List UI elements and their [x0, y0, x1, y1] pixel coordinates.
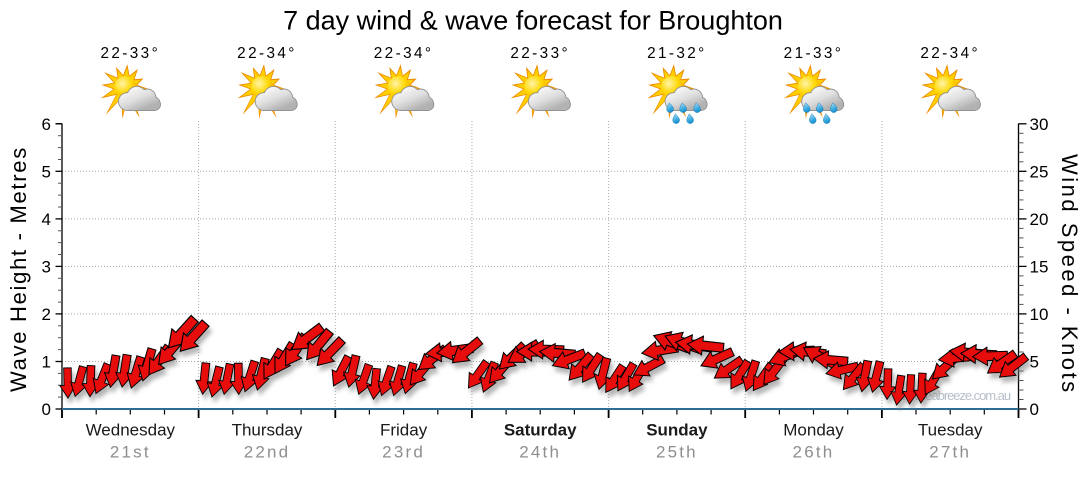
svg-text:Thursday: Thursday: [232, 421, 303, 440]
svg-text:1: 1: [42, 353, 51, 372]
svg-text:3: 3: [42, 257, 51, 276]
svg-text:Wednesday: Wednesday: [86, 421, 176, 440]
svg-text:7 day wind & wave forecast for: 7 day wind & wave forecast for Broughton: [283, 6, 783, 36]
svg-text:Wind Speed - Knots: Wind Speed - Knots: [1057, 154, 1080, 395]
svg-text:22nd: 22nd: [244, 443, 291, 462]
svg-text:24th: 24th: [519, 443, 561, 462]
svg-text:22-34°: 22-34°: [237, 45, 297, 62]
svg-text:25th: 25th: [656, 443, 698, 462]
svg-text:22-33°: 22-33°: [100, 45, 160, 62]
svg-text:6: 6: [42, 115, 51, 134]
svg-text:26th: 26th: [793, 443, 835, 462]
svg-text:Monday: Monday: [783, 421, 844, 440]
svg-text:21-33°: 21-33°: [784, 45, 844, 62]
svg-text:21st: 21st: [110, 443, 151, 462]
svg-text:30: 30: [1030, 115, 1049, 134]
svg-text:15: 15: [1030, 257, 1049, 276]
svg-text:20: 20: [1030, 210, 1049, 229]
svg-text:Tuesday: Tuesday: [918, 421, 983, 440]
svg-text:25: 25: [1030, 162, 1049, 181]
svg-text:22-34°: 22-34°: [374, 45, 434, 62]
svg-text:Wave Height - Metres: Wave Height - Metres: [6, 146, 31, 392]
svg-text:22-34°: 22-34°: [920, 45, 980, 62]
svg-text:23rd: 23rd: [382, 443, 425, 462]
svg-text:5: 5: [42, 162, 51, 181]
svg-text:21-32°: 21-32°: [647, 45, 707, 62]
svg-text:27th: 27th: [929, 443, 971, 462]
svg-text:10: 10: [1030, 305, 1049, 324]
svg-text:0: 0: [1030, 400, 1039, 419]
svg-text:2: 2: [42, 305, 51, 324]
svg-text:22-33°: 22-33°: [510, 45, 570, 62]
svg-text:0: 0: [42, 400, 51, 419]
svg-text:Friday: Friday: [380, 421, 428, 440]
svg-text:Sunday: Sunday: [646, 421, 708, 440]
svg-text:Saturday: Saturday: [504, 421, 577, 440]
svg-text:5: 5: [1030, 353, 1039, 372]
svg-text:4: 4: [42, 210, 51, 229]
